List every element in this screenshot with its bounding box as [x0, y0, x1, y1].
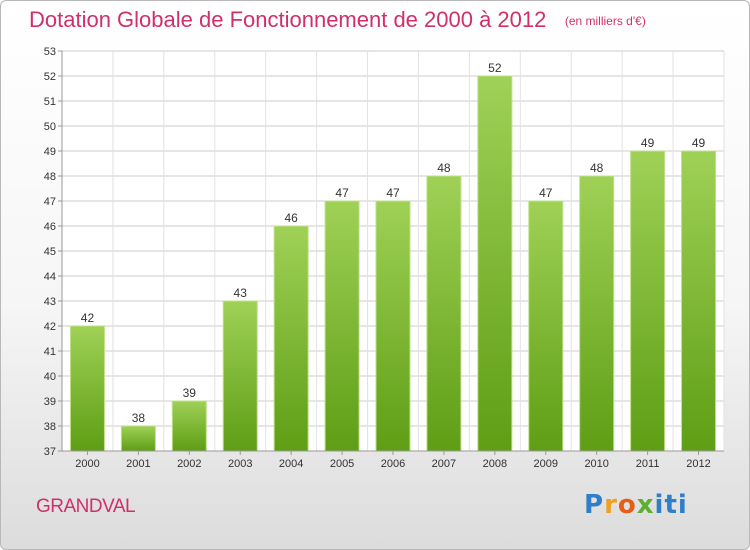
data-label: 48 [590, 161, 604, 175]
bar-2005 [324, 200, 360, 452]
bar-2006 [375, 200, 411, 452]
x-tick-label: 2002 [177, 458, 201, 470]
proxiti-logo: Proxiti [584, 490, 688, 520]
x-tick-label: 2006 [381, 458, 405, 470]
bar-2001 [120, 425, 156, 452]
y-tick-label: 39 [44, 396, 56, 408]
data-label: 49 [641, 136, 655, 150]
x-tick-label: 2010 [584, 458, 608, 470]
title-row: Dotation Globale de Fonctionnement de 20… [29, 7, 646, 33]
y-tick-label: 45 [44, 246, 56, 258]
bar-2009 [528, 200, 564, 452]
bar-2004 [273, 225, 309, 452]
x-tick-label: 2011 [636, 458, 660, 470]
x-tick-label: 2005 [330, 458, 354, 470]
y-tick-label: 52 [44, 71, 56, 83]
y-tick-label: 42 [44, 321, 56, 333]
bar-2007 [426, 175, 462, 452]
x-tick-label: 2012 [686, 458, 710, 470]
bar-2012 [681, 150, 717, 452]
data-labels: 42 38 39 43 46 47 47 48 52 47 48 49 49 [81, 61, 706, 425]
data-label: 38 [132, 411, 146, 425]
y-tick-label: 38 [44, 421, 56, 433]
data-label: 42 [81, 311, 95, 325]
y-tick-label: 51 [44, 96, 56, 108]
y-tick-label: 43 [44, 296, 56, 308]
data-label: 47 [335, 186, 349, 200]
bar-2011 [630, 150, 666, 452]
data-label: 48 [437, 161, 451, 175]
x-tick-label: 2009 [534, 458, 558, 470]
x-tick-label: 2008 [483, 458, 507, 470]
y-tick-label: 47 [44, 196, 56, 208]
y-tick-label: 44 [44, 271, 56, 283]
y-tick-label: 46 [44, 221, 56, 233]
y-tick-label: 40 [44, 371, 56, 383]
axes: 37 38 39 40 41 42 43 44 45 46 47 48 49 50 51 52 53 2000 20… [44, 46, 724, 470]
y-tick-label: 50 [44, 121, 56, 133]
data-label: 43 [234, 286, 248, 300]
chart-subtitle: (en milliers d'€) [564, 14, 646, 28]
x-tick-label: 2000 [75, 458, 99, 470]
bar-2002 [171, 400, 207, 452]
x-tick-label: 2004 [279, 458, 303, 470]
bar-2008 [477, 75, 513, 452]
data-label: 47 [386, 186, 400, 200]
data-label: 47 [539, 186, 553, 200]
data-label: 39 [183, 386, 197, 400]
y-tick-label: 41 [44, 346, 56, 358]
y-tick-label: 48 [44, 171, 56, 183]
data-label: 49 [692, 136, 706, 150]
bars [69, 75, 717, 452]
y-tick-label: 37 [44, 446, 56, 458]
x-tick-label: 2003 [228, 458, 252, 470]
data-label: 46 [284, 211, 298, 225]
bar-2003 [222, 300, 258, 452]
bar-2000 [69, 325, 105, 452]
bar-2010 [579, 175, 615, 452]
data-label: 52 [488, 61, 502, 75]
x-tick-label: 2007 [432, 458, 456, 470]
y-tick-label: 53 [44, 46, 56, 58]
x-tick-label: 2001 [126, 458, 150, 470]
y-tick-label: 49 [44, 146, 56, 158]
chart-title: Dotation Globale de Fonctionnement de 20… [29, 7, 547, 32]
commune-name: GRANDVAL [36, 496, 136, 517]
